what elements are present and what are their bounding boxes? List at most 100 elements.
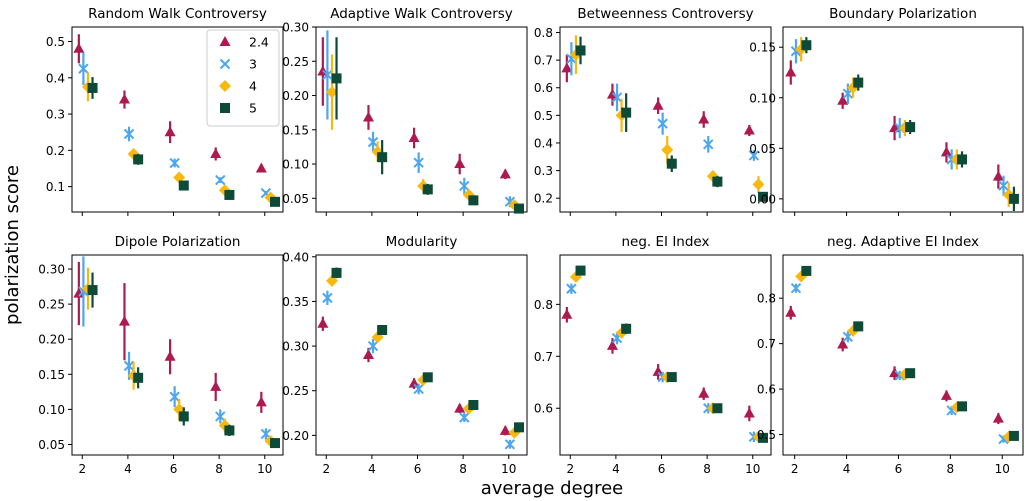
data-point — [837, 338, 849, 349]
y-tick-label: 0.05 — [38, 438, 65, 452]
data-point — [78, 63, 89, 74]
series-5 — [331, 37, 525, 214]
y-tick-label: 0.10 — [749, 91, 776, 105]
series-3 — [78, 52, 272, 199]
plot-frame — [559, 26, 772, 213]
subplot-title: Betweenness Controversy — [577, 6, 753, 22]
subplot-title: Random Walk Controversy — [88, 6, 267, 22]
x-tick-label: 4 — [612, 462, 620, 476]
subplot-4: Boundary Polarization 0.00 0.05 0.10 0.15 — [749, 6, 1024, 216]
y-tick-label: 0.20 — [282, 429, 309, 443]
data-point — [325, 274, 338, 287]
data-point — [123, 360, 135, 372]
data-point — [499, 424, 511, 435]
y-tick-label: 0.40 — [282, 250, 309, 264]
y-tick-label: 0.10 — [282, 158, 309, 172]
data-point — [504, 439, 516, 450]
subplot-8: neg. Adaptive EI Index 0.5 0.6 0.7 0.8 2 4 6 8 10 — [757, 234, 1024, 476]
legend-marker — [219, 58, 231, 70]
data-point — [758, 432, 769, 443]
x-tick-label: 4 — [368, 462, 376, 476]
x-tick-label: 10 — [501, 462, 516, 476]
data-point — [255, 396, 267, 407]
data-point — [748, 150, 760, 161]
series-3 — [78, 256, 272, 440]
data-point — [621, 323, 632, 334]
data-point — [331, 73, 342, 84]
data-point — [362, 349, 374, 359]
data-point — [454, 402, 466, 413]
x-tick-label: 8 — [947, 462, 955, 476]
data-point — [454, 158, 466, 169]
plot-frame — [315, 26, 528, 213]
legend-marker — [219, 36, 231, 46]
data-point — [698, 387, 710, 398]
legend-label: 3 — [249, 57, 257, 72]
data-point — [712, 403, 723, 414]
data-point — [255, 162, 267, 173]
subplot-grid: Random Walk Controversy 0.1 0.2 0.3 0.4 0.5 2.… — [38, 6, 1024, 476]
data-point — [499, 168, 511, 179]
data-point — [331, 267, 342, 278]
series-2.4 — [785, 60, 1004, 189]
x-tick-label: 2 — [78, 462, 86, 476]
data-point — [164, 350, 176, 361]
data-point — [413, 157, 424, 168]
series-3 — [566, 42, 760, 161]
data-point — [611, 92, 623, 103]
data-point — [468, 195, 479, 206]
legend-label: 2.4 — [249, 35, 269, 50]
series-4 — [795, 37, 1015, 207]
y-tick-label: 0.5 — [46, 35, 65, 49]
data-point — [606, 339, 618, 350]
data-point — [853, 77, 864, 88]
series-2.4 — [561, 306, 755, 422]
data-point — [413, 383, 424, 395]
data-point — [459, 412, 470, 423]
data-point — [992, 170, 1004, 181]
data-point — [666, 158, 677, 169]
x-tick-label: 6 — [170, 462, 178, 476]
series-2.4 — [73, 262, 267, 413]
data-point — [118, 93, 130, 104]
series-3 — [566, 283, 760, 443]
data-point — [703, 139, 714, 150]
data-point — [652, 99, 664, 110]
subplot-5: Dipole Polarization 0.05 0.10 0.15 0.20 0.25 0… — [38, 234, 284, 476]
data-point — [224, 425, 235, 436]
y-tick-label: 0.10 — [38, 403, 65, 417]
data-point — [362, 111, 374, 122]
x-tick-label: 2 — [791, 462, 799, 476]
data-point — [118, 315, 130, 326]
data-point — [940, 146, 952, 157]
data-point — [73, 287, 85, 298]
y-tick-label: 0.05 — [749, 142, 776, 156]
plot-frame — [71, 254, 284, 456]
y-tick-label: 0.15 — [282, 123, 309, 137]
data-point — [957, 154, 968, 165]
data-point — [575, 45, 586, 56]
legend-marker — [220, 103, 230, 113]
series-4 — [795, 270, 1015, 443]
data-point — [712, 176, 723, 187]
plot-frame — [559, 254, 772, 456]
y-tick-label: 0.15 — [749, 41, 776, 55]
data-point — [317, 317, 329, 328]
y-tick-label: 0.3 — [46, 108, 65, 122]
data-point — [367, 136, 379, 148]
legend-label: 4 — [249, 79, 257, 94]
data-point — [169, 157, 180, 169]
series-3 — [790, 282, 1009, 445]
data-point — [215, 174, 226, 186]
data-point — [422, 372, 433, 383]
data-point — [837, 94, 849, 105]
x-tick-label: 4 — [843, 462, 851, 476]
data-point — [270, 196, 281, 207]
subplot-title: neg. EI Index — [622, 234, 710, 250]
y-tick-label: 0.2 — [534, 192, 553, 206]
series-5 — [87, 77, 281, 207]
data-point — [801, 265, 812, 276]
series-5 — [575, 36, 769, 202]
x-tick-label: 8 — [703, 462, 711, 476]
data-point — [322, 69, 333, 81]
